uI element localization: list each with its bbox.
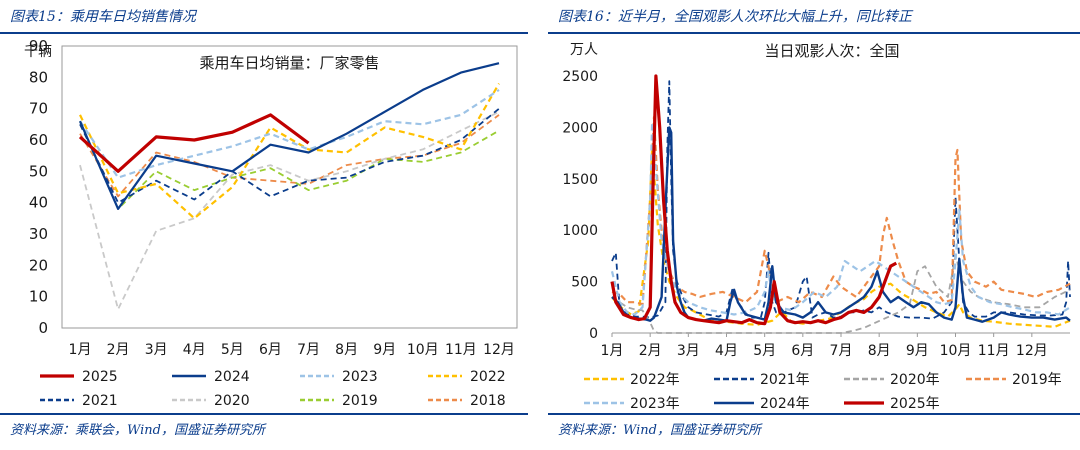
y-tick-label: 90 xyxy=(29,37,48,55)
left-figure-panel: 图表15：乘用车日均销售情况 乘用车日均销量：厂家零售 千辆 0 10 20 30 40 50… xyxy=(0,0,528,450)
legend-label: 2023年 xyxy=(630,396,680,412)
y-tick-label: 2500 xyxy=(562,69,598,85)
series-line-2024 xyxy=(78,62,500,210)
x-tick-label: 5月 xyxy=(753,343,776,359)
x-tick-label: 4月 xyxy=(715,343,738,359)
legend-label: 2025年 xyxy=(890,396,940,412)
series-line-2021年 xyxy=(611,80,1071,320)
y-tick-label: 80 xyxy=(29,68,48,86)
series-line-2020 xyxy=(79,110,500,311)
chart-title: 当日观影人次：全国 xyxy=(764,42,899,60)
x-tick-label: 10月 xyxy=(407,342,439,358)
y-tick-label: 1500 xyxy=(562,172,598,188)
series-line-2025年 xyxy=(610,74,898,326)
x-tick-label: 1月 xyxy=(69,342,92,358)
legend-label: 2020年 xyxy=(890,372,940,388)
x-tick-label: 11月 xyxy=(445,342,477,358)
right-top-rule xyxy=(548,32,1080,34)
left-top-rule xyxy=(0,32,528,34)
x-tick-label: 3月 xyxy=(677,343,700,359)
legend-label: 2019年 xyxy=(1012,372,1062,388)
x-tick-label: 8月 xyxy=(868,343,891,359)
x-tick-label: 3月 xyxy=(145,342,168,358)
plot-area-frame xyxy=(61,45,518,329)
y-axis-unit-label: 万人 xyxy=(570,42,598,58)
x-tick-label: 5月 xyxy=(221,342,244,358)
right-figure-panel: 图表16：近半月，全国观影人次环比大幅上升，同比转正 当日观影人次：全国 万人 0 5… xyxy=(548,0,1080,450)
series-line-2025 xyxy=(78,113,310,173)
y-tick-label: 20 xyxy=(29,256,48,274)
chart-title: 乘用车日均销量：厂家零售 xyxy=(199,54,379,72)
y-axis-unit-label: 千辆 xyxy=(24,44,52,60)
legend-label: 2021年 xyxy=(760,372,810,388)
x-tick-label: 6月 xyxy=(259,342,282,358)
car-sales-line-chart: 乘用车日均销量：厂家零售 千辆 0 10 20 30 40 50 60 70 80 90 1月 2月 3月 4… xyxy=(24,37,518,409)
legend-label: 2019 xyxy=(342,393,378,409)
x-tick-label: 2月 xyxy=(107,342,130,358)
legend-label: 2024年 xyxy=(760,396,810,412)
y-tick-label: 0 xyxy=(589,326,598,342)
x-tick-label: 2月 xyxy=(639,343,662,359)
legend-label: 2025 xyxy=(82,369,118,385)
y-tick-label: 0 xyxy=(38,319,48,337)
y-tick-label: 50 xyxy=(29,162,48,180)
x-tick-label: 1月 xyxy=(601,343,624,359)
series-line-2022 xyxy=(79,83,500,220)
x-tick-label: 12月 xyxy=(1016,343,1048,359)
x-tick-label: 7月 xyxy=(297,342,320,358)
left-bottom-rule xyxy=(0,413,528,415)
series-line-2023年 xyxy=(610,121,1071,316)
x-tick-label: 9月 xyxy=(906,343,929,359)
series-line-2023 xyxy=(79,88,500,179)
x-tick-label: 9月 xyxy=(373,342,396,358)
y-tick-label: 40 xyxy=(29,194,48,212)
right-figure-title: 图表16：近半月，全国观影人次环比大幅上升，同比转正 xyxy=(558,9,912,25)
legend-label: 2024 xyxy=(214,369,250,385)
legend-label: 2020 xyxy=(214,393,250,409)
x-tick-label: 6月 xyxy=(791,343,814,359)
left-source-note: 资料来源：乘联会，Wind，国盛证券研究所 xyxy=(10,423,265,438)
series-line-2024年 xyxy=(611,126,1071,323)
left-figure-title: 图表15：乘用车日均销售情况 xyxy=(10,9,196,25)
x-tick-label: 12月 xyxy=(483,342,515,358)
y-tick-label: 70 xyxy=(29,100,48,118)
legend-label: 2021 xyxy=(82,393,118,409)
legend-label: 2018 xyxy=(470,393,506,409)
y-tick-label: 60 xyxy=(29,131,48,149)
series-line-2021 xyxy=(79,108,500,204)
y-tick-label: 2000 xyxy=(562,120,598,136)
series-line-2019 xyxy=(79,120,500,210)
right-source-note: 资料来源：Wind，国盛证券研究所 xyxy=(558,423,761,438)
legend-label: 2022 xyxy=(470,369,506,385)
x-tick-label: 11月 xyxy=(978,343,1010,359)
y-tick-label: 1000 xyxy=(562,223,598,239)
x-tick-label: 10月 xyxy=(940,343,972,359)
box-office-line-chart: 当日观影人次：全国 万人 0 500 1000 1500 2000 2500 1月 2月 3月 4月 5… xyxy=(562,42,1071,412)
legend-label: 2023 xyxy=(342,369,378,385)
legend-label: 2022年 xyxy=(630,372,680,388)
right-bottom-rule xyxy=(548,413,1080,415)
y-tick-label: 10 xyxy=(29,288,48,306)
series-line-2020年 xyxy=(611,254,1071,334)
x-tick-label: 4月 xyxy=(183,342,206,358)
series-line-2019年 xyxy=(611,115,1071,306)
y-tick-label: 30 xyxy=(29,225,48,243)
x-tick-label: 7月 xyxy=(830,343,853,359)
x-tick-label: 8月 xyxy=(335,342,358,358)
y-tick-label: 500 xyxy=(571,275,598,291)
